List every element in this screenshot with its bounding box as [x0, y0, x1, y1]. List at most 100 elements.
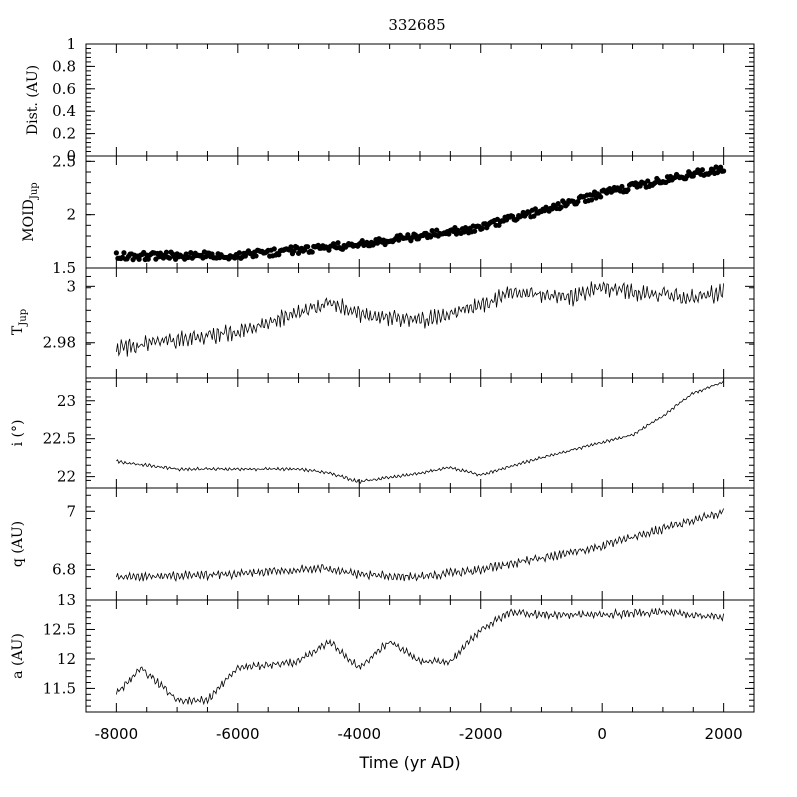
- xtick-label: -6000: [216, 725, 260, 743]
- xtick-label: -4000: [337, 725, 381, 743]
- panel-a-plot: [116, 607, 724, 706]
- incl-series-line: [116, 380, 724, 484]
- panel-a-frame: [85, 599, 755, 713]
- ytick-label: 3: [66, 277, 76, 295]
- panel-tjup-ylabel-main: T: [10, 325, 26, 335]
- moid-point: [271, 246, 277, 252]
- ytick-label: 7: [66, 502, 76, 520]
- panel-moid-ylabel-main: MOID: [21, 199, 37, 242]
- panel-a: 11.5 12 12.5 13 a (AU): [10, 591, 755, 713]
- panel-q-plot: [116, 508, 724, 583]
- panel-a-ylabel: a (AU): [10, 633, 26, 679]
- ytick-label: 2.5: [52, 152, 76, 170]
- moid-point: [136, 256, 142, 262]
- panel-tjup-ylabel: TJup: [10, 309, 29, 335]
- panel-q-frame: [85, 487, 755, 601]
- ytick-label: 12.5: [43, 620, 76, 638]
- moid-point: [721, 168, 727, 174]
- moid-point: [619, 183, 625, 190]
- moid-point: [434, 227, 440, 233]
- q-series-line: [116, 508, 724, 583]
- moid-point: [699, 167, 705, 173]
- panel-q: 6.87 q (AU): [10, 487, 755, 601]
- moid-point: [305, 244, 311, 250]
- ytick-label: 22.5: [43, 430, 76, 448]
- moid-point: [479, 225, 485, 232]
- panel-q-ylabel: q (AU): [10, 521, 26, 567]
- moid-point: [718, 164, 724, 170]
- ytick-label: 12: [57, 650, 76, 668]
- tjup-series-line: [116, 281, 724, 357]
- panel-dist-frame: [85, 43, 755, 157]
- panel-dist-ylabel: Dist. (AU): [25, 65, 41, 135]
- panel-tjup: 2.98 3 TJup: [10, 267, 755, 379]
- panel-moid-frame: [85, 155, 755, 269]
- ytick-label: 1.5: [52, 259, 76, 277]
- panel-tjup-yticks: 2.98 3: [43, 268, 754, 379]
- ytick-label: 0.8: [52, 57, 76, 75]
- moid-point: [163, 249, 170, 255]
- ytick-label: 23: [57, 392, 76, 410]
- moid-point: [309, 249, 315, 255]
- panel-moid-plot: [113, 164, 727, 263]
- moid-point: [532, 206, 538, 212]
- moid-point: [288, 244, 294, 250]
- xtick-label: 0: [597, 725, 607, 743]
- ytick-label: 11.5: [43, 679, 76, 697]
- moid-point: [472, 228, 478, 234]
- ytick-label: 2: [66, 206, 76, 224]
- ytick-label: 0.2: [52, 125, 76, 143]
- chart-title: 332685: [388, 16, 445, 34]
- ytick-label: 0: [66, 147, 76, 165]
- panel-tjup-ylabel-sub: Jup: [18, 309, 29, 327]
- moid-point: [598, 194, 604, 200]
- panel-incl: 22 22.5 23 i (°): [10, 377, 755, 489]
- moid-point: [188, 249, 194, 256]
- a-series-line: [116, 607, 724, 706]
- panel-moid: 1.5 2 2.5 MOIDJup: [21, 152, 755, 277]
- panel-incl-frame: [85, 377, 755, 489]
- panel-a-yticks: 11.5 12 12.5 13: [43, 591, 754, 713]
- moid-point: [359, 238, 365, 244]
- moid-point: [558, 204, 564, 210]
- moid-point: [145, 256, 151, 262]
- panel-dist-yticks: 0 0.2 0.4 0.6 0.8 1: [52, 35, 754, 165]
- moid-point: [588, 197, 595, 203]
- panel-dist: 0 0.2 0.4 0.6 0.8 1 Dist. (AU): [25, 35, 755, 165]
- ytick-label: 1: [66, 35, 76, 53]
- moid-point: [121, 250, 127, 256]
- moid-point: [291, 248, 297, 254]
- moid-point: [374, 240, 381, 246]
- panel-incl-ylabel: i (°): [10, 420, 26, 447]
- moid-point: [625, 187, 631, 193]
- panel-incl-yticks: 22 22.5 23: [43, 378, 754, 489]
- xtick-label: 2000: [705, 725, 743, 743]
- ytick-label: 0.6: [52, 80, 76, 98]
- moid-point: [253, 253, 259, 259]
- panel-moid-ylabel-sub: Jup: [29, 182, 40, 200]
- moid-point: [555, 201, 561, 207]
- moid-point: [113, 250, 119, 256]
- panel-moid-yticks: 1.5 2 2.5: [52, 152, 754, 277]
- xtick-label: -8000: [95, 725, 139, 743]
- ytick-label: 0.4: [52, 102, 76, 120]
- panel-moid-ylabel: MOIDJup: [21, 182, 40, 241]
- panel-incl-plot: [116, 380, 724, 484]
- moid-point: [166, 255, 173, 261]
- x-axis-title: Time (yr AD): [358, 753, 460, 772]
- ytick-label: 2.98: [43, 334, 76, 352]
- moid-point: [236, 250, 242, 256]
- xtick-label: -2000: [459, 725, 503, 743]
- moid-point: [645, 178, 651, 184]
- x-axis: -8000 -6000 -4000 -2000 0 2000: [95, 725, 743, 743]
- moid-point: [335, 240, 341, 246]
- moid-point: [412, 232, 419, 238]
- panel-q-yticks: 6.87: [52, 488, 754, 601]
- moid-point: [276, 252, 282, 258]
- ytick-label: 13: [57, 591, 76, 609]
- panel-tjup-plot: [116, 281, 724, 357]
- moid-point: [575, 198, 581, 205]
- ytick-label: 6.8: [52, 560, 76, 578]
- ytick-label: 22: [57, 468, 76, 486]
